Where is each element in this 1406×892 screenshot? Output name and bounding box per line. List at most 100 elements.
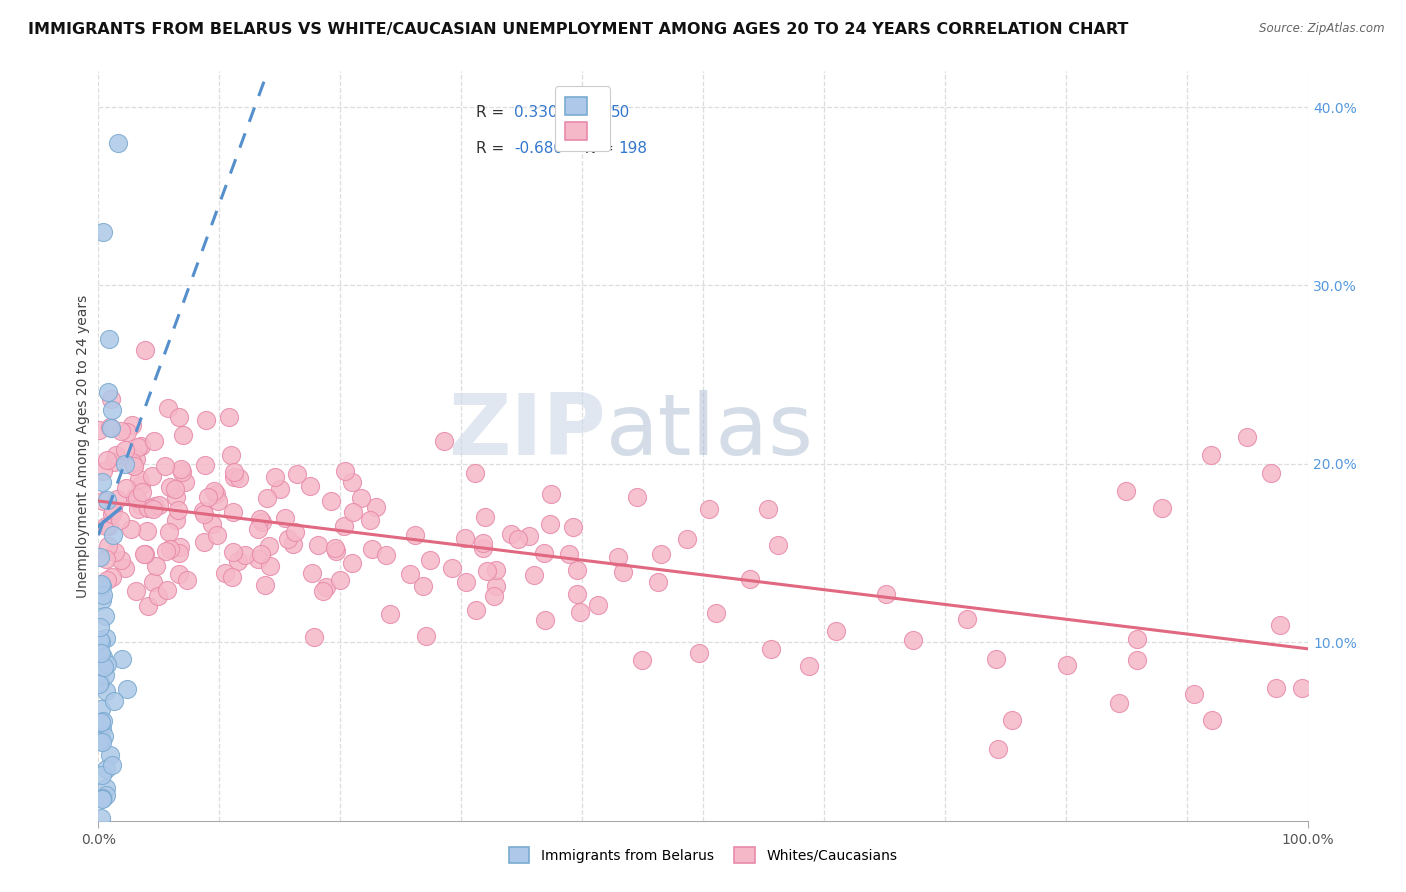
Text: -0.680: -0.680	[515, 141, 564, 156]
Point	[100, 507, 122, 521]
Point	[89, 620, 111, 634]
Point	[121, 418, 143, 433]
Point	[631, 653, 654, 667]
Point	[540, 487, 562, 501]
Point	[90, 634, 112, 648]
Point	[647, 575, 669, 590]
Point	[87, 677, 110, 691]
Point	[127, 502, 149, 516]
Point	[97, 539, 120, 553]
Point	[472, 535, 495, 549]
Point	[104, 448, 127, 462]
Point	[312, 584, 335, 599]
Point	[378, 607, 401, 622]
Point	[114, 457, 136, 471]
Point	[307, 538, 329, 552]
Text: N =: N =	[565, 105, 609, 120]
Point	[697, 502, 720, 516]
Point	[91, 494, 114, 508]
Point	[193, 507, 215, 521]
Point	[433, 434, 456, 449]
Point	[485, 579, 508, 593]
Text: Source: ZipAtlas.com: Source: ZipAtlas.com	[1260, 22, 1385, 36]
Point	[254, 578, 277, 592]
Point	[174, 475, 197, 490]
Point	[96, 573, 118, 587]
Point	[797, 659, 820, 673]
Point	[565, 563, 588, 577]
Point	[404, 528, 426, 542]
Point	[201, 517, 224, 532]
Point	[157, 524, 180, 539]
Point	[688, 646, 710, 660]
Point	[1056, 658, 1078, 673]
Point	[1236, 430, 1258, 444]
Point	[90, 768, 112, 782]
Point	[454, 532, 477, 546]
Point	[114, 561, 136, 575]
Legend: Immigrants from Belarus, Whites/Caucasians: Immigrants from Belarus, Whites/Caucasia…	[502, 840, 904, 870]
Text: R =: R =	[475, 141, 509, 156]
Point	[246, 551, 269, 566]
Point	[121, 455, 143, 469]
Point	[1182, 687, 1205, 701]
Point	[156, 582, 179, 597]
Point	[89, 633, 111, 648]
Point	[221, 448, 243, 462]
Point	[650, 547, 672, 561]
Point	[419, 553, 441, 567]
Point	[249, 512, 271, 526]
Point	[482, 589, 505, 603]
Point	[90, 791, 112, 805]
Point	[375, 548, 398, 562]
Point	[100, 421, 122, 435]
Point	[90, 646, 112, 660]
Point	[825, 624, 848, 639]
Point	[285, 467, 308, 482]
Point	[222, 545, 245, 559]
Point	[100, 392, 122, 407]
Point	[222, 470, 245, 484]
Point	[259, 558, 281, 573]
Point	[91, 722, 114, 736]
Point	[91, 225, 114, 239]
Point	[136, 501, 159, 516]
Point	[145, 558, 167, 573]
Point	[987, 742, 1010, 756]
Point	[523, 568, 546, 582]
Point	[169, 540, 191, 554]
Point	[533, 546, 555, 560]
Point	[471, 541, 494, 556]
Point	[89, 811, 111, 825]
Point	[129, 439, 152, 453]
Point	[136, 524, 159, 539]
Point	[94, 684, 117, 698]
Point	[143, 499, 166, 513]
Point	[350, 491, 373, 505]
Point	[441, 561, 464, 575]
Point	[91, 714, 114, 729]
Point	[176, 573, 198, 587]
Point	[1199, 448, 1222, 462]
Point	[562, 520, 585, 534]
Point	[281, 537, 304, 551]
Point	[484, 563, 506, 577]
Point	[321, 493, 343, 508]
Point	[399, 566, 422, 581]
Point	[456, 574, 478, 589]
Point	[115, 681, 138, 696]
Point	[100, 403, 122, 417]
Text: 198: 198	[619, 141, 647, 156]
Point	[740, 573, 762, 587]
Point	[464, 466, 486, 480]
Point	[517, 529, 540, 543]
Point	[533, 613, 555, 627]
Point	[1201, 714, 1223, 728]
Point	[202, 484, 225, 499]
Point	[114, 443, 136, 458]
Point	[91, 464, 114, 478]
Point	[134, 547, 156, 561]
Point	[342, 505, 364, 519]
Point	[167, 546, 190, 560]
Point	[90, 592, 112, 607]
